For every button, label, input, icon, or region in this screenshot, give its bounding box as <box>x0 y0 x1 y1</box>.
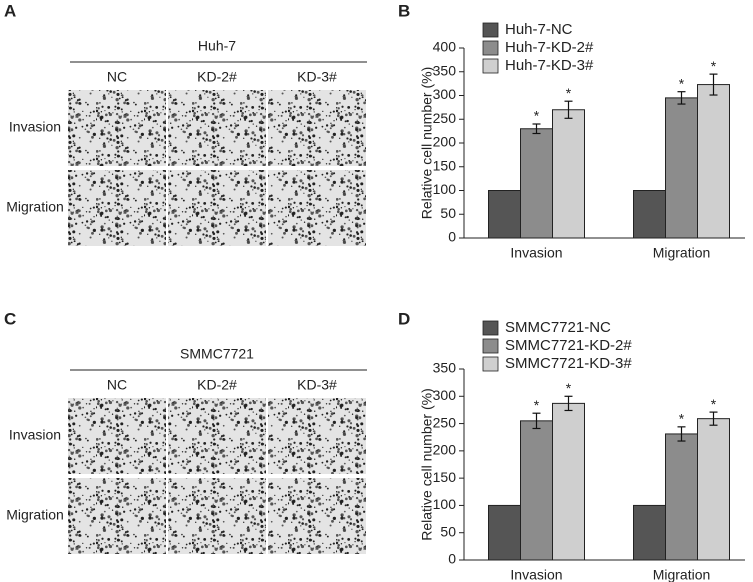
bar <box>633 504 666 561</box>
significance-mark: * <box>679 75 685 91</box>
significance-mark: * <box>534 108 540 124</box>
bar <box>488 190 521 239</box>
legend-swatch <box>482 320 499 336</box>
legend-label: SMMC7721-KD-2# <box>505 337 632 354</box>
significance-mark: * <box>534 397 540 413</box>
y-tick-label: 150 <box>433 157 457 173</box>
y-tick-label: 200 <box>433 442 457 458</box>
y-tick-label: 200 <box>433 134 457 150</box>
x-tick-label: Invasion <box>510 567 562 582</box>
y-tick-label: 100 <box>433 496 457 512</box>
micrograph <box>68 170 166 246</box>
panel-title: SMMC7721 <box>180 346 254 362</box>
legend-label: SMMC7721-NC <box>505 319 611 336</box>
significance-mark: * <box>566 85 572 101</box>
micrograph <box>168 478 266 554</box>
row-label: Migration <box>6 199 64 215</box>
y-tick-label: 0 <box>448 229 456 245</box>
micrograph <box>268 478 366 554</box>
y-axis-label: Relative cell number (%) <box>419 388 435 541</box>
y-tick-label: 350 <box>433 360 457 376</box>
x-tick-label: Migration <box>653 567 711 582</box>
x-tick-label: Migration <box>653 245 711 261</box>
y-tick-label: 400 <box>433 39 457 55</box>
y-tick-label: 150 <box>433 469 457 485</box>
panel-label: A <box>4 1 16 20</box>
micrograph <box>168 90 266 166</box>
panel-title: Huh-7 <box>198 38 236 54</box>
bar <box>520 420 553 561</box>
x-tick-label: Invasion <box>510 245 562 261</box>
micrograph <box>168 170 266 246</box>
legend-swatch <box>482 356 499 372</box>
micrograph <box>68 478 166 554</box>
y-axis-label: Relative cell number (%) <box>419 67 435 220</box>
legend-label: Huh-7-KD-3# <box>505 57 594 74</box>
y-tick-label: 50 <box>440 523 456 539</box>
legend-swatch <box>482 338 499 354</box>
legend-swatch <box>482 40 499 56</box>
row-label: Invasion <box>9 427 61 443</box>
column-label: NC <box>107 377 127 393</box>
micrograph <box>68 398 166 474</box>
micrograph <box>168 398 266 474</box>
bar <box>665 433 698 561</box>
bar <box>665 97 698 239</box>
panel-label: D <box>398 309 410 328</box>
micrograph <box>68 90 166 166</box>
y-tick-label: 250 <box>433 110 457 126</box>
bar <box>552 109 585 239</box>
y-tick-label: 0 <box>448 551 456 567</box>
bar <box>552 402 585 561</box>
significance-mark: * <box>566 380 572 396</box>
legend-swatch <box>482 22 499 38</box>
bar <box>520 128 553 239</box>
y-tick-label: 50 <box>440 205 456 221</box>
legend-label: SMMC7721-KD-3# <box>505 355 632 372</box>
bar <box>697 418 730 561</box>
significance-mark: * <box>711 396 717 412</box>
panel-label: B <box>398 1 410 20</box>
significance-mark: * <box>711 58 717 74</box>
panel-label: C <box>4 309 16 328</box>
bar <box>697 84 730 239</box>
micrograph <box>268 398 366 474</box>
legend-swatch <box>482 58 499 74</box>
bar <box>633 190 666 239</box>
y-tick-label: 350 <box>433 62 457 78</box>
y-tick-label: 250 <box>433 414 457 430</box>
column-label: KD-3# <box>297 377 337 393</box>
y-tick-label: 300 <box>433 387 457 403</box>
column-label: NC <box>107 69 127 85</box>
y-tick-label: 300 <box>433 86 457 102</box>
bar <box>488 504 521 561</box>
micrograph <box>268 90 366 166</box>
row-label: Invasion <box>9 119 61 135</box>
legend-label: Huh-7-NC <box>505 21 573 38</box>
column-label: KD-2# <box>197 377 237 393</box>
micrograph <box>268 170 366 246</box>
significance-mark: * <box>679 411 685 427</box>
row-label: Migration <box>6 507 64 523</box>
column-label: KD-3# <box>297 69 337 85</box>
y-tick-label: 100 <box>433 181 457 197</box>
legend-label: Huh-7-KD-2# <box>505 39 594 56</box>
column-label: KD-2# <box>197 69 237 85</box>
